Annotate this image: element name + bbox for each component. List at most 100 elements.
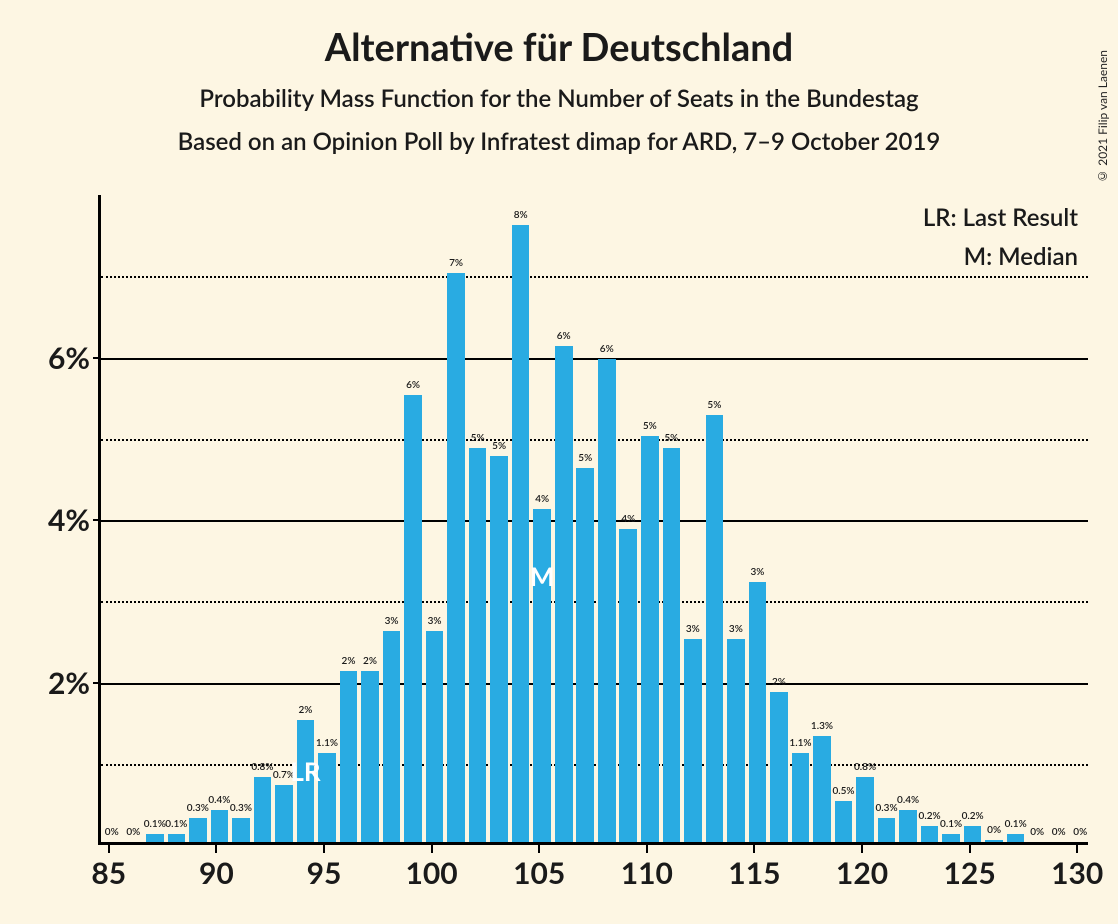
bar-value-label: 6% (557, 330, 571, 342)
bar (641, 436, 659, 842)
bar-value-label: 0% (1052, 826, 1066, 838)
x-tick-label: 85 (91, 855, 126, 891)
bar (211, 810, 229, 843)
bar-value-label: 2% (363, 655, 377, 667)
x-tick-mark (1076, 845, 1078, 853)
grid-major (101, 683, 1088, 685)
chart-subtitle-2: Based on an Opinion Poll by Infratest di… (0, 127, 1118, 156)
bar-value-label: 1.3% (811, 720, 833, 732)
bar (684, 639, 702, 842)
bar (318, 753, 336, 842)
bar-value-label: 5% (492, 440, 506, 452)
bar (297, 720, 315, 842)
x-tick-label: 120 (836, 855, 888, 891)
bar-value-label: 5% (707, 399, 721, 411)
bar-value-label: 0.2% (962, 810, 984, 822)
bar (512, 225, 530, 843)
y-tick-label: 4% (48, 502, 90, 538)
plot-region: 0%0%0.1%0.1%0.3%0.4%0.3%0.8%0.7%2%1.1%2%… (98, 195, 1088, 845)
bar-value-label: 5% (643, 420, 657, 432)
bar-value-label: 0.4% (208, 794, 230, 806)
bar (447, 273, 465, 842)
bar (770, 692, 788, 842)
bar (813, 736, 831, 842)
bar (469, 448, 487, 842)
bar (340, 671, 358, 842)
bar (749, 582, 767, 842)
bar (254, 777, 272, 842)
bar-value-label: 6% (600, 343, 614, 355)
x-tick-mark (861, 845, 863, 853)
bar-value-label: 5% (471, 432, 485, 444)
x-tick-label: 115 (728, 855, 780, 891)
bar-value-label: 5% (664, 432, 678, 444)
copyright-text: © 2021 Filip van Laenen (1095, 50, 1110, 184)
bar (232, 818, 250, 842)
bar (706, 415, 724, 842)
x-tick-mark (753, 845, 755, 853)
bar-value-label: 0.2% (919, 810, 941, 822)
chart-subtitle-1: Probability Mass Function for the Number… (0, 84, 1118, 113)
bar (490, 456, 508, 842)
bar (835, 801, 853, 842)
bar (383, 631, 401, 842)
grid-minor (101, 601, 1088, 603)
bar-value-label: 0% (126, 826, 140, 838)
y-tick-label: 6% (48, 340, 90, 376)
bar-value-label: 0.8% (854, 761, 876, 773)
bar-value-label: 3% (729, 623, 743, 635)
bar-value-label: 0% (987, 824, 1001, 836)
chart-title: Alternative für Deutschland (0, 0, 1118, 70)
bar-value-label: 3% (686, 623, 700, 635)
bar (576, 468, 594, 842)
grid-minor (101, 439, 1088, 441)
bar-value-label: 0.3% (187, 802, 209, 814)
bar-value-label: 2% (342, 655, 356, 667)
bar (189, 818, 207, 842)
bar (942, 834, 960, 842)
y-tick-mark (93, 682, 101, 684)
bar-value-label: 0.3% (230, 802, 252, 814)
bar (878, 818, 896, 842)
bar-value-label: 0.1% (165, 818, 187, 830)
bar-value-label: 2% (298, 704, 312, 716)
bar-value-label: 2% (772, 676, 786, 688)
x-tick-mark (323, 845, 325, 853)
grid-major (101, 358, 1088, 360)
bar (404, 395, 422, 842)
chart-area: LR: Last Result M: Median 0%0%0.1%0.1%0.… (98, 195, 1088, 845)
bar-value-label: 7% (449, 257, 463, 269)
bar (856, 777, 874, 842)
bar-value-label: 0.3% (875, 802, 897, 814)
bar-value-label: 1.1% (789, 737, 811, 749)
bar (619, 529, 637, 842)
grid-minor (101, 764, 1088, 766)
bar (598, 359, 616, 842)
bar (1007, 834, 1025, 842)
x-tick-label: 125 (944, 855, 996, 891)
bar-value-label: 0.1% (144, 818, 166, 830)
bar-value-label: 4% (535, 493, 549, 505)
bar-value-label: 0% (1073, 826, 1087, 838)
bar-value-label: 1.1% (316, 737, 338, 749)
x-tick-label: 90 (199, 855, 234, 891)
bar (555, 346, 573, 842)
bar (792, 753, 810, 842)
bar-value-label: 0.8% (251, 761, 273, 773)
bar (964, 826, 982, 842)
x-tick-mark (431, 845, 433, 853)
x-tick-label: 130 (1051, 855, 1103, 891)
bar (275, 785, 293, 842)
bar (899, 810, 917, 843)
x-tick-label: 95 (307, 855, 342, 891)
bar (146, 834, 164, 842)
x-tick-mark (215, 845, 217, 853)
bar (533, 509, 551, 842)
bar-value-label: 6% (406, 379, 420, 391)
bar (727, 639, 745, 842)
bar-value-label: 3% (428, 615, 442, 627)
y-tick-label: 2% (48, 665, 90, 701)
bar-value-label: 5% (578, 452, 592, 464)
bar-value-label: 0.5% (832, 785, 854, 797)
bar (361, 671, 379, 842)
